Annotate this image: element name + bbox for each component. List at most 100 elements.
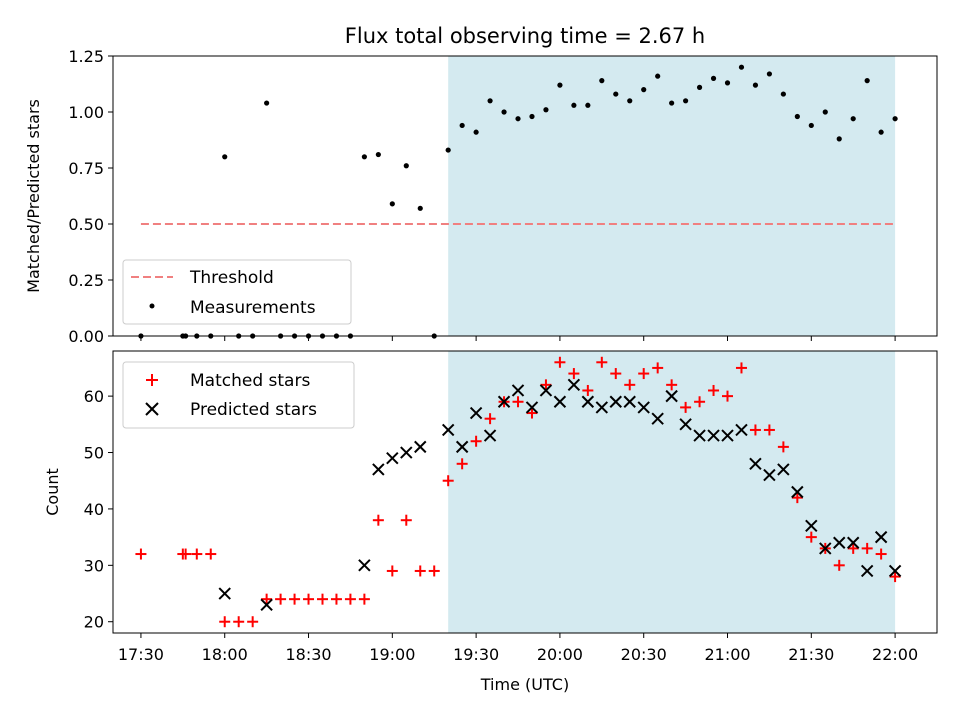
bottom-y-tick-label: 20 (84, 613, 104, 632)
measurement-point (361, 154, 367, 160)
matched-star-point (596, 356, 608, 368)
measurement-point (501, 109, 507, 115)
predicted-star-point (819, 542, 832, 555)
bottom-x-tick-label: 20:00 (537, 645, 583, 664)
bottom-panel: 20 30 40 50 60 17:30 18:00 18:30 19:00 19:30 20:0… (43, 350, 938, 694)
measurement-point (780, 91, 786, 97)
measurement-point (264, 100, 270, 106)
matched-star-point (708, 384, 720, 396)
matched-star-point (316, 593, 328, 605)
matched-star-point (805, 531, 817, 543)
measurement-point (892, 116, 898, 122)
predicted-star-point (539, 384, 553, 397)
top-panel: 0.00 0.25 0.50 0.75 1.00 1.25 Matched/Predict… (24, 47, 938, 346)
measurement-point (571, 102, 577, 108)
measurement-point (822, 109, 828, 115)
predicted-star-point (623, 395, 636, 408)
bottom-x-tick-label: 18:30 (285, 645, 331, 664)
matched-star-point (205, 548, 217, 560)
measurement-point (403, 163, 409, 169)
measurement-point (794, 113, 800, 120)
predicted-star-point (707, 429, 720, 442)
top-y-axis-label: Matched/Predicted stars (24, 99, 43, 293)
legend-threshold-label: Threshold (189, 268, 274, 288)
bottom-y-tick-label: 40 (84, 500, 104, 519)
predicted-star-point (581, 395, 595, 408)
bottom-legend-box (122, 361, 355, 429)
measurement-point (836, 136, 842, 142)
chart-title: Flux total observing time = 2.67 h (345, 24, 705, 48)
bottom-x-tick-label: 19:00 (369, 645, 415, 664)
measurement-point (878, 129, 884, 135)
measurement-point (515, 116, 521, 122)
top-y-ticks: 0.00 0.25 0.50 0.75 1.00 1.25 (68, 47, 113, 346)
bottom-x-tick-label: 21:00 (704, 645, 750, 664)
bottom-x-tick-label: 17:30 (118, 645, 164, 664)
matched-stars-points (135, 356, 901, 628)
matched-star-point (358, 593, 370, 605)
predicted-star-point (679, 418, 692, 431)
top-x-ticks (140, 336, 896, 341)
matched-star-point (666, 379, 678, 391)
matched-star-point (694, 396, 706, 408)
matched-star-point (414, 565, 426, 577)
bottom-y-tick-label: 50 (84, 444, 104, 463)
measurement-point (487, 98, 493, 104)
matched-star-point (219, 616, 231, 628)
bottom-x-tick-label: 19:30 (453, 645, 499, 664)
measurement-point (375, 151, 381, 158)
predicted-star-point (441, 423, 455, 437)
matched-star-point (861, 542, 873, 554)
matched-star-point (289, 593, 301, 605)
matched-star-point (330, 593, 342, 605)
matched-star-point (344, 593, 356, 605)
top-y-tick-label: 0.75 (68, 159, 104, 178)
predicted-star-point (763, 468, 776, 482)
predicted-star-point (497, 395, 511, 408)
bottom-y-axis-label: Count (43, 468, 62, 516)
matched-star-point (400, 514, 412, 526)
top-y-tick-label: 1.25 (68, 47, 104, 66)
matched-star-point (735, 362, 747, 374)
matched-star-point (247, 616, 259, 628)
predicted-star-point (651, 412, 664, 425)
legend-predicted-label: Predicted stars (190, 400, 317, 420)
predicted-star-point (874, 530, 888, 544)
predicted-star-point (218, 587, 231, 600)
predicted-star-point (805, 519, 818, 533)
matched-star-point (372, 514, 384, 526)
legend-measurements-swatch (149, 303, 155, 309)
predicted-star-point (735, 423, 748, 437)
measurement-point (738, 64, 745, 70)
matched-star-point (610, 368, 622, 380)
bottom-observing-window (448, 351, 896, 633)
measurement-point (683, 98, 689, 104)
matched-star-point (135, 548, 147, 560)
predicted-star-point (553, 395, 567, 408)
measurement-point (417, 205, 423, 211)
top-y-tick-label: 0.00 (68, 327, 104, 346)
bottom-x-ticks: 17:30 18:00 18:30 19:00 19:30 20:00 20:30 21:00… (118, 633, 918, 664)
measurement-point (529, 113, 535, 120)
predicted-star-point (525, 401, 539, 414)
measurement-point (459, 122, 465, 129)
top-legend-box (122, 259, 352, 325)
measurement-point (222, 154, 228, 160)
predicted-star-point (833, 536, 846, 549)
matched-star-point (763, 424, 775, 436)
matched-star-point (624, 379, 636, 391)
predicted-star-point (637, 401, 650, 414)
predicted-star-point (846, 536, 860, 549)
top-y-tick-label: 0.50 (68, 215, 104, 234)
top-axes-frame (112, 55, 938, 337)
matched-star-point (554, 356, 566, 368)
predicted-star-point (693, 429, 706, 442)
matched-star-point (484, 413, 496, 425)
x-axis-label: Time (UTC) (480, 675, 569, 694)
matched-star-point (275, 593, 287, 605)
matched-star-point (833, 559, 845, 571)
predicted-star-point (386, 451, 399, 465)
bottom-x-tick-label: 18:00 (202, 645, 248, 664)
predicted-star-point (469, 406, 483, 420)
